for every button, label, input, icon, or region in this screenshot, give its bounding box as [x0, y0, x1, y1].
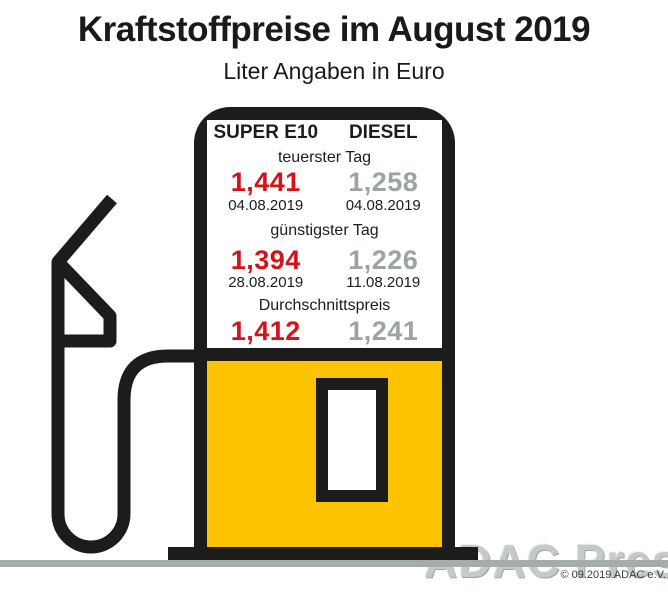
- price-row-average: 1,412 1,241: [207, 316, 442, 346]
- price-row-cheapest: 1,394 1,226: [207, 245, 442, 275]
- super-e10-price-average: 1,412: [230, 316, 301, 346]
- page-subtitle: Liter Angaben in Euro: [223, 58, 445, 84]
- price-row-most-expensive: 1,441 1,258: [207, 167, 442, 197]
- diesel-price-most-expensive: 1,258: [348, 167, 419, 197]
- diesel-price-cheapest: 1,226: [348, 245, 419, 275]
- super-e10-price-cheapest: 1,394: [230, 245, 301, 275]
- nozzle-spout-line: [51, 194, 200, 554]
- copyright-notice: © 09.2019 ADAC e.V.: [560, 569, 666, 581]
- pump-price-display: SUPER E10 DIESEL teuerster Tag 1,441 1,2…: [207, 120, 442, 348]
- column-header-row: SUPER E10 DIESEL: [207, 122, 442, 144]
- diesel-price-average: 1,241: [348, 316, 419, 346]
- super-e10-price-most-expensive: 1,441: [230, 167, 301, 197]
- column-header-diesel: DIESEL: [348, 122, 418, 143]
- fuel-pump-body: SUPER E10 DIESEL teuerster Tag 1,441 1,2…: [194, 107, 455, 547]
- super-e10-date-most-expensive: 04.08.2019: [228, 197, 304, 214]
- nozzle-body-outline: [55, 259, 117, 348]
- pump-base-plate: [168, 547, 478, 560]
- date-row-most-expensive: 04.08.2019 04.08.2019: [207, 197, 442, 215]
- section-label-cheapest: günstigster Tag: [270, 222, 379, 239]
- pump-lower-body: [207, 361, 442, 547]
- section-label-most-expensive: teuerster Tag: [277, 149, 372, 166]
- diesel-date-cheapest: 11.08.2019: [346, 274, 421, 291]
- page-title: Kraftstoffpreise im August 2019: [77, 10, 591, 49]
- date-row-cheapest: 28.08.2019 11.08.2019: [207, 274, 442, 292]
- super-e10-date-cheapest: 28.08.2019: [228, 274, 304, 291]
- ground-line: [0, 560, 668, 567]
- diesel-date-most-expensive: 04.08.2019: [345, 197, 421, 214]
- pump-door-panel: [316, 378, 388, 502]
- column-header-super-e10: SUPER E10: [213, 122, 319, 143]
- section-label-average: Durchschnittspreis: [258, 297, 391, 314]
- pump-display-divider: [207, 348, 442, 361]
